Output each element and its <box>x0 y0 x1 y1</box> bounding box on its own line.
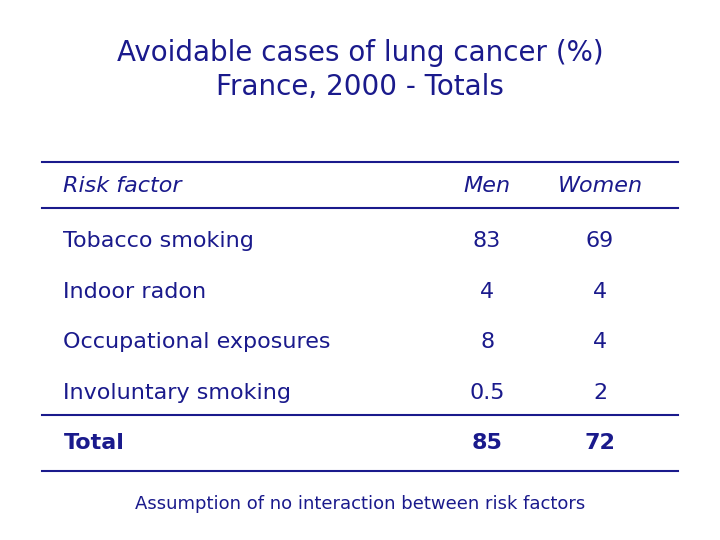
Text: 72: 72 <box>585 433 616 453</box>
Text: Indoor radon: Indoor radon <box>63 281 207 301</box>
Text: Tobacco smoking: Tobacco smoking <box>63 231 254 251</box>
Text: 4: 4 <box>593 281 607 301</box>
Text: Risk factor: Risk factor <box>63 176 182 196</box>
Text: Men: Men <box>464 176 510 196</box>
Text: 4: 4 <box>480 281 494 301</box>
Text: 0.5: 0.5 <box>469 382 505 403</box>
Text: 4: 4 <box>593 332 607 352</box>
Text: Occupational exposures: Occupational exposures <box>63 332 331 352</box>
Text: 8: 8 <box>480 332 494 352</box>
Text: 85: 85 <box>472 433 503 453</box>
Text: Women: Women <box>557 176 643 196</box>
Text: 2: 2 <box>593 382 607 403</box>
Text: 83: 83 <box>473 231 501 251</box>
Text: Assumption of no interaction between risk factors: Assumption of no interaction between ris… <box>135 495 585 513</box>
Text: Total: Total <box>63 433 125 453</box>
Text: Avoidable cases of lung cancer (%)
France, 2000 - Totals: Avoidable cases of lung cancer (%) Franc… <box>117 38 603 101</box>
Text: Involuntary smoking: Involuntary smoking <box>63 382 292 403</box>
Text: 69: 69 <box>586 231 614 251</box>
